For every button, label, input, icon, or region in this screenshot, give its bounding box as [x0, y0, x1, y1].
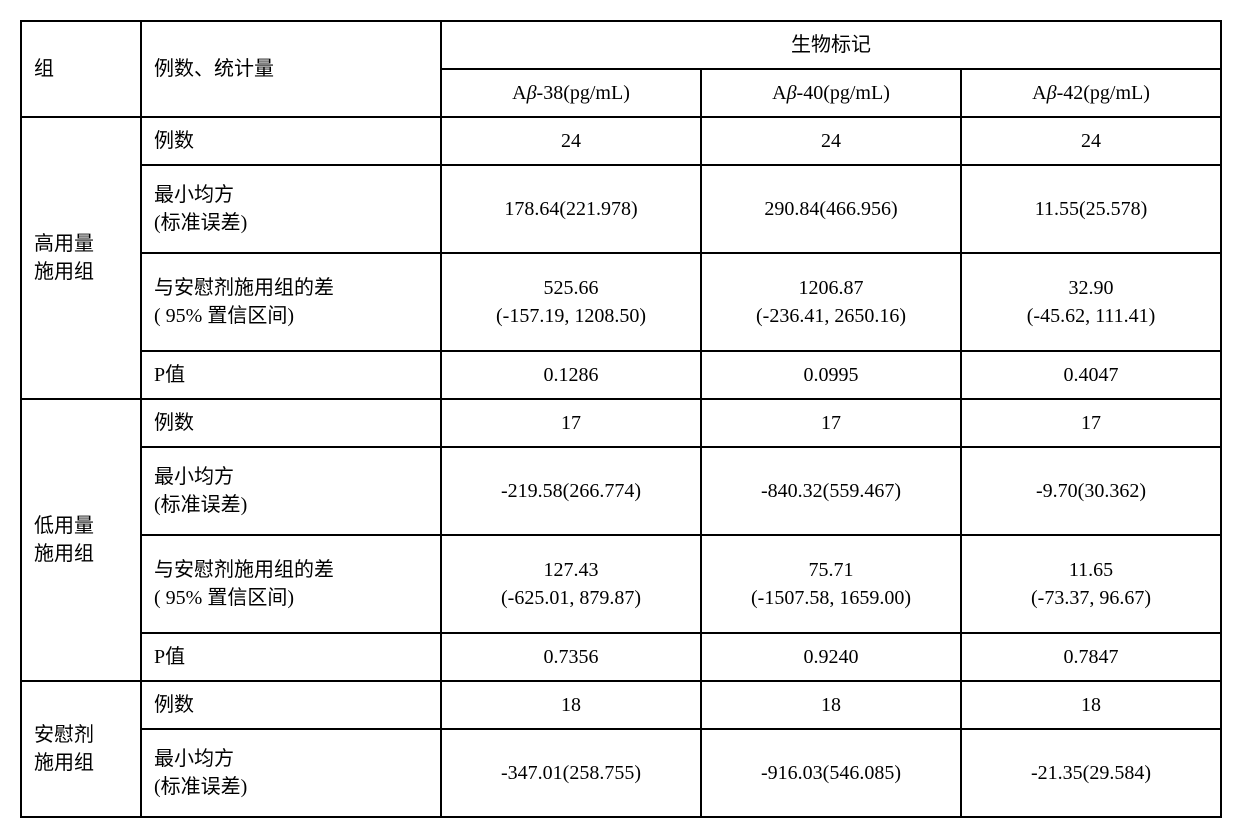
- group-high-l2: 施用组: [34, 261, 94, 283]
- stat-p: P值: [141, 633, 441, 681]
- stat-n: 例数: [141, 117, 441, 165]
- cell: 18: [701, 681, 961, 729]
- header-stat: 例数、统计量: [141, 21, 441, 117]
- cell: 17: [701, 399, 961, 447]
- group-low-l1: 低用量: [34, 515, 94, 537]
- cell-l1: 75.71: [809, 559, 854, 581]
- table-row: 与安慰剂施用组的差 ( 95% 置信区间) 127.43 (-625.01, 8…: [21, 535, 1221, 633]
- cell: 17: [441, 399, 701, 447]
- stat-diff: 与安慰剂施用组的差 ( 95% 置信区间): [141, 253, 441, 351]
- cell: 0.4047: [961, 351, 1221, 399]
- cell-l2: (-73.37, 96.67): [1031, 587, 1151, 609]
- biomarker-table: 组 例数、统计量 生物标记 Aβ-38(pg/mL) Aβ-40(pg/mL) …: [20, 20, 1222, 818]
- cell: -21.35(29.584): [961, 729, 1221, 817]
- stat-p: P值: [141, 351, 441, 399]
- beta-symbol: β: [527, 82, 537, 104]
- ab42-post: -42(pg/mL): [1057, 82, 1150, 104]
- cell: 127.43 (-625.01, 879.87): [441, 535, 701, 633]
- table-row: 最小均方 (标准误差) 178.64(221.978) 290.84(466.9…: [21, 165, 1221, 253]
- cell-l2: (-1507.58, 1659.00): [751, 587, 911, 609]
- table-row: 最小均方 (标准误差) -219.58(266.774) -840.32(559…: [21, 447, 1221, 535]
- stat-lsm: 最小均方 (标准误差): [141, 729, 441, 817]
- cell: 0.9240: [701, 633, 961, 681]
- cell-l2: (-625.01, 879.87): [501, 587, 641, 609]
- stat-n: 例数: [141, 681, 441, 729]
- ab38-post: -38(pg/mL): [537, 82, 630, 104]
- table-row: 安慰剂 施用组 例数 18 18 18: [21, 681, 1221, 729]
- cell: -840.32(559.467): [701, 447, 961, 535]
- header-group: 组: [21, 21, 141, 117]
- cell: 290.84(466.956): [701, 165, 961, 253]
- cell-l2: (-157.19, 1208.50): [496, 305, 646, 327]
- diff-l2: ( 95% 置信区间): [154, 305, 294, 327]
- lsm-l1: 最小均方: [154, 184, 234, 206]
- header-ab40: Aβ-40(pg/mL): [701, 69, 961, 117]
- ab38-pre: A: [512, 82, 526, 104]
- cell: 17: [961, 399, 1221, 447]
- cell: 75.71 (-1507.58, 1659.00): [701, 535, 961, 633]
- table-row: P值 0.1286 0.0995 0.4047: [21, 351, 1221, 399]
- ab42-pre: A: [1032, 82, 1046, 104]
- lsm-l2: (标准误差): [154, 212, 247, 234]
- header-ab42: Aβ-42(pg/mL): [961, 69, 1221, 117]
- table-header-row1: 组 例数、统计量 生物标记: [21, 21, 1221, 69]
- ab40-pre: A: [772, 82, 786, 104]
- cell: 1206.87 (-236.41, 2650.16): [701, 253, 961, 351]
- cell: 178.64(221.978): [441, 165, 701, 253]
- cell: 24: [701, 117, 961, 165]
- stat-lsm: 最小均方 (标准误差): [141, 165, 441, 253]
- stat-lsm: 最小均方 (标准误差): [141, 447, 441, 535]
- ab40-post: -40(pg/mL): [797, 82, 890, 104]
- cell: 32.90 (-45.62, 111.41): [961, 253, 1221, 351]
- diff-l2: ( 95% 置信区间): [154, 587, 294, 609]
- cell: 0.7356: [441, 633, 701, 681]
- cell-l1: 525.66: [544, 277, 599, 299]
- cell-l1: 11.65: [1069, 559, 1113, 581]
- cell: -347.01(258.755): [441, 729, 701, 817]
- cell: 24: [961, 117, 1221, 165]
- table-row: 低用量 施用组 例数 17 17 17: [21, 399, 1221, 447]
- cell: -916.03(546.085): [701, 729, 961, 817]
- header-biomarker: 生物标记: [441, 21, 1221, 69]
- lsm-l1: 最小均方: [154, 748, 234, 770]
- beta-symbol: β: [1047, 82, 1057, 104]
- cell: 11.55(25.578): [961, 165, 1221, 253]
- stat-n: 例数: [141, 399, 441, 447]
- table-row: 最小均方 (标准误差) -347.01(258.755) -916.03(546…: [21, 729, 1221, 817]
- group-high-l1: 高用量: [34, 233, 94, 255]
- lsm-l1: 最小均方: [154, 466, 234, 488]
- lsm-l2: (标准误差): [154, 776, 247, 798]
- group-low-l2: 施用组: [34, 543, 94, 565]
- cell: -9.70(30.362): [961, 447, 1221, 535]
- cell: 18: [441, 681, 701, 729]
- diff-l1: 与安慰剂施用组的差: [154, 559, 334, 581]
- cell: 0.0995: [701, 351, 961, 399]
- cell-l1: 127.43: [544, 559, 599, 581]
- table-row: P值 0.7356 0.9240 0.7847: [21, 633, 1221, 681]
- cell-l1: 32.90: [1069, 277, 1114, 299]
- cell-l2: (-236.41, 2650.16): [756, 305, 906, 327]
- group-pbo-l2: 施用组: [34, 752, 94, 774]
- lsm-l2: (标准误差): [154, 494, 247, 516]
- cell: 18: [961, 681, 1221, 729]
- diff-l1: 与安慰剂施用组的差: [154, 277, 334, 299]
- cell: 525.66 (-157.19, 1208.50): [441, 253, 701, 351]
- group-low: 低用量 施用组: [21, 399, 141, 681]
- table-row: 与安慰剂施用组的差 ( 95% 置信区间) 525.66 (-157.19, 1…: [21, 253, 1221, 351]
- cell-l2: (-45.62, 111.41): [1027, 305, 1156, 327]
- cell: 11.65 (-73.37, 96.67): [961, 535, 1221, 633]
- header-ab38: Aβ-38(pg/mL): [441, 69, 701, 117]
- cell: 0.7847: [961, 633, 1221, 681]
- beta-symbol: β: [787, 82, 797, 104]
- group-placebo: 安慰剂 施用组: [21, 681, 141, 817]
- cell-l1: 1206.87: [799, 277, 864, 299]
- cell: 0.1286: [441, 351, 701, 399]
- cell: 24: [441, 117, 701, 165]
- table-row: 高用量 施用组 例数 24 24 24: [21, 117, 1221, 165]
- group-high: 高用量 施用组: [21, 117, 141, 399]
- stat-diff: 与安慰剂施用组的差 ( 95% 置信区间): [141, 535, 441, 633]
- cell: -219.58(266.774): [441, 447, 701, 535]
- group-pbo-l1: 安慰剂: [34, 724, 94, 746]
